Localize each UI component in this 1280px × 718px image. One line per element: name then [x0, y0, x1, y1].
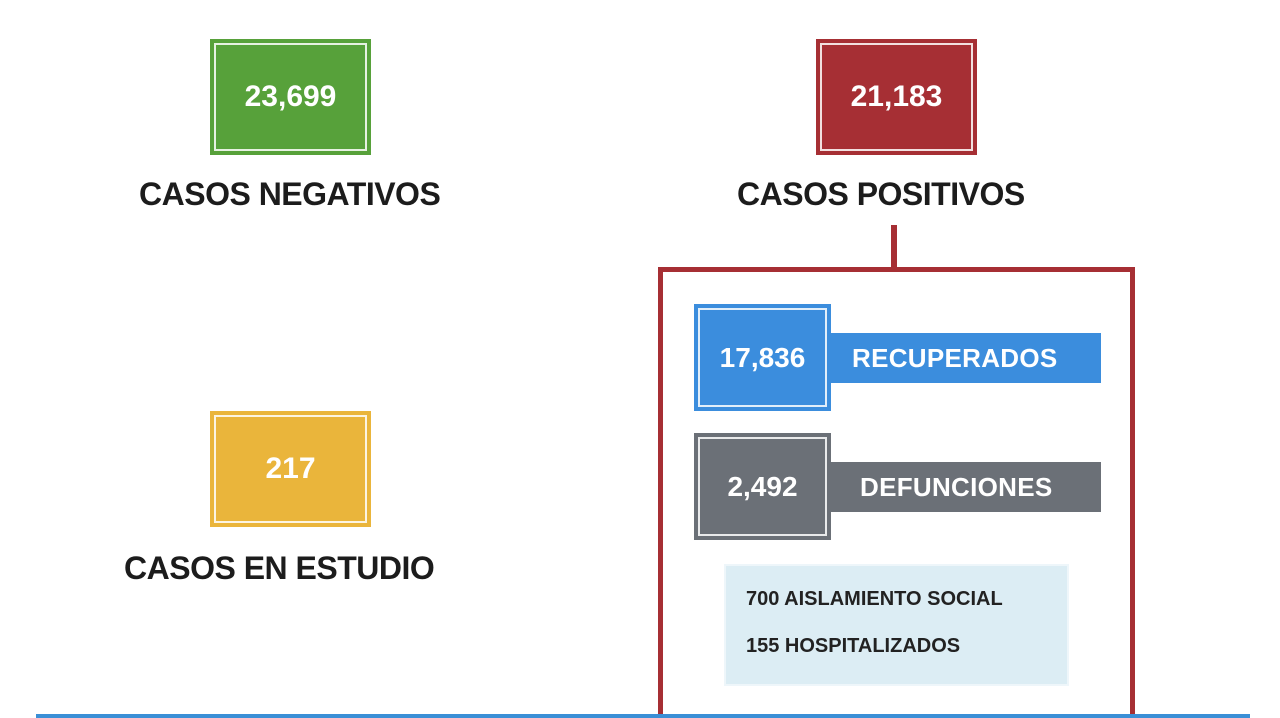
deaths-band: DEFUNCIONES: [818, 462, 1101, 512]
study-cases-value: 217: [265, 452, 316, 485]
study-cases-label: CASOS EN ESTUDIO: [124, 550, 435, 586]
deaths-label: DEFUNCIONES: [860, 471, 1053, 502]
recovered-label: RECUPERADOS: [852, 342, 1058, 373]
negative-cases-value: 23,699: [244, 80, 337, 113]
hospitalized-line: 155 HOSPITALIZADOS: [746, 635, 961, 657]
positive-connector-line: [891, 225, 897, 270]
box-inner-border: [698, 308, 827, 407]
positive-breakdown-panel: [658, 267, 1135, 718]
deaths-value: 2,492: [727, 470, 798, 502]
negative-cases-label: CASOS NEGATIVOS: [139, 176, 441, 212]
recovered-box: 17,836: [694, 304, 831, 411]
box-inner-border: [214, 415, 367, 523]
positive-cases-label: CASOS POSITIVOS: [737, 176, 1025, 212]
study-cases-box: 217: [210, 411, 371, 527]
positive-cases-box: 21,183: [816, 39, 977, 155]
box-inner-border: [698, 437, 827, 536]
positive-details-box: 700 AISLAMIENTO SOCIAL 155 HOSPITALIZADO…: [724, 564, 1069, 686]
recovered-band: RECUPERADOS: [818, 333, 1101, 383]
deaths-box: 2,492: [694, 433, 831, 540]
box-inner-border: [214, 43, 367, 151]
social-isolation-line: 700 AISLAMIENTO SOCIAL: [746, 588, 1003, 610]
negative-cases-box: 23,699: [210, 39, 371, 155]
positive-cases-value: 21,183: [850, 80, 943, 113]
box-inner-border: [820, 43, 973, 151]
recovered-value: 17,836: [719, 341, 806, 373]
bottom-divider: [36, 714, 1250, 718]
